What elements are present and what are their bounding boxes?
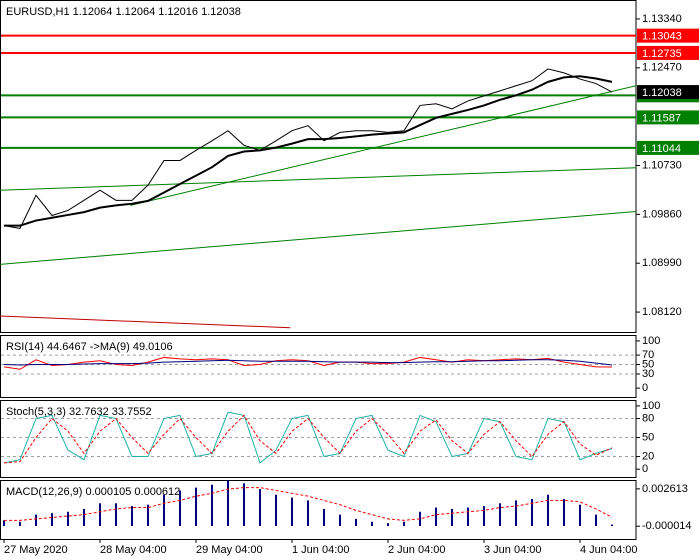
- level-label: 1.12735: [642, 48, 682, 60]
- histogram-bar: [595, 514, 597, 527]
- histogram-bar: [435, 507, 437, 527]
- x-tick-label: 4 Jun 04:00: [580, 544, 638, 556]
- histogram-bar: [35, 514, 37, 527]
- series-line: [3, 414, 613, 464]
- x-tick-label: 1 Jun 04:00: [292, 544, 350, 556]
- histogram-bar: [115, 503, 117, 527]
- histogram-bar: [51, 513, 53, 527]
- histogram-bar: [3, 520, 5, 527]
- x-tick-label: 28 May 04:00: [100, 544, 167, 556]
- histogram-bar: [419, 511, 421, 527]
- histogram-bar: [371, 521, 373, 527]
- trend-line: [130, 85, 637, 206]
- histogram-bar: [243, 483, 245, 527]
- y-tick-label: 100: [642, 400, 660, 412]
- y-tick-label: -0.000014: [642, 520, 692, 532]
- y-tick-label: 50: [642, 358, 654, 370]
- x-tick-label: 27 May 2020: [4, 544, 68, 556]
- histogram-bar: [67, 511, 69, 527]
- y-tick-label: 20: [642, 450, 654, 462]
- panel-title: RSI(14) 44.6467 ->MA(9) 49.0106: [6, 341, 173, 353]
- histogram-bar: [387, 523, 389, 527]
- panel-title: Stoch(5,3,3) 32.7632 33.7552: [6, 406, 152, 418]
- trend-line: [0, 167, 637, 191]
- level-label: 1.11044: [642, 143, 681, 155]
- histogram-bar: [163, 494, 165, 527]
- y-tick-label: 1.12470: [642, 62, 682, 74]
- level-label-box: [637, 110, 699, 125]
- histogram-bar: [451, 508, 453, 527]
- trend-line: [0, 211, 637, 265]
- histogram-bar: [211, 484, 213, 527]
- histogram-bar: [291, 497, 293, 527]
- histogram-bar: [227, 480, 229, 527]
- histogram-bar: [147, 504, 149, 527]
- histogram-bar: [403, 521, 405, 527]
- histogram-bar: [99, 503, 101, 527]
- last-price-box: [637, 85, 699, 100]
- y-tick-label: 1.09860: [642, 208, 682, 220]
- trend-line: [0, 315, 291, 329]
- last-price-label: 1.12038: [642, 87, 682, 99]
- series-line: [3, 359, 613, 366]
- y-tick-label: 1.08120: [642, 306, 682, 318]
- y-tick-label: 0: [642, 382, 648, 394]
- histogram-bar: [195, 487, 197, 527]
- main-panel-frame: [0, 0, 637, 333]
- histogram-bar: [275, 494, 277, 527]
- y-tick-label: 1.08990: [642, 257, 682, 269]
- histogram-bar: [611, 524, 613, 527]
- histogram-bar: [179, 490, 181, 527]
- stoch-panel-frame: [0, 400, 637, 478]
- y-tick-label: 80: [642, 412, 654, 424]
- histogram-bar: [339, 514, 341, 527]
- level-label: 1.13043: [642, 31, 682, 43]
- y-tick-label: 0: [642, 463, 648, 475]
- level-label-box: [637, 45, 699, 60]
- level-label: 1.11587: [642, 112, 681, 124]
- histogram-bar: [467, 507, 469, 527]
- macd-panel-frame: [0, 480, 637, 540]
- x-tick-label: 29 May 04:00: [196, 544, 263, 556]
- histogram-bar: [355, 518, 357, 527]
- histogram-bar: [483, 506, 485, 527]
- histogram-bar: [547, 494, 549, 527]
- level-label-box: [637, 140, 699, 155]
- level-label-box: [637, 28, 699, 43]
- histogram-bar: [499, 503, 501, 527]
- y-tick-label: 70: [642, 349, 654, 361]
- histogram-bar: [307, 500, 309, 527]
- histogram-bar: [19, 521, 21, 527]
- histogram-bar: [323, 508, 325, 527]
- panel-title: MACD(12,26,9) 0.000105 0.000612: [6, 486, 180, 498]
- series-line: [3, 68, 613, 229]
- x-tick-label: 3 Jun 04:00: [484, 544, 542, 556]
- y-tick-label: 1.10730: [642, 159, 682, 171]
- series-line: [4, 487, 613, 521]
- x-tick-label: 2 Jun 04:00: [388, 544, 446, 556]
- histogram-bar: [515, 500, 517, 527]
- histogram-bar: [579, 504, 581, 527]
- y-tick-label: 30: [642, 368, 654, 380]
- panel-title: EURUSD,H1 1.12064 1.12064 1.12016 1.1203…: [6, 6, 241, 18]
- histogram-bar: [259, 489, 261, 527]
- y-tick-label: 100: [642, 335, 660, 347]
- y-tick-label: 50: [642, 431, 654, 443]
- y-tick-label: 1.13340: [642, 13, 682, 25]
- series-line: [3, 411, 613, 464]
- histogram-bar: [83, 508, 85, 527]
- histogram-bar: [563, 499, 565, 527]
- y-tick-label: 0.002613: [642, 483, 688, 495]
- histogram-bar: [531, 499, 533, 527]
- rsi-panel-frame: [0, 335, 637, 398]
- series-line: [4, 75, 613, 227]
- histogram-bar: [131, 506, 133, 527]
